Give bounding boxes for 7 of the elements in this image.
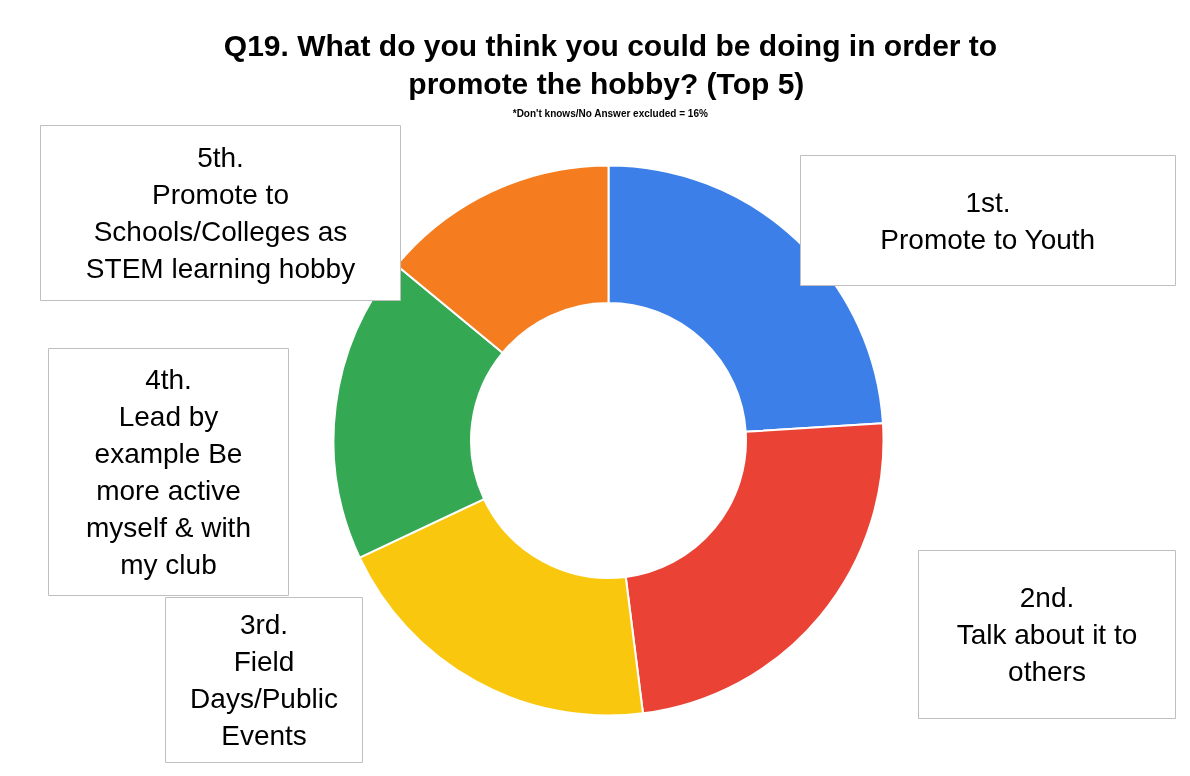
slice-label: 2nd. Talk about it to others (956, 582, 1138, 687)
chart-title: Q19. What do you think you could be doing in order to promote the hobby? (Top 5) (223, 29, 998, 100)
slice-label: 5th. Promote to Schools/Colleges as STEM learning hobby (85, 142, 356, 284)
slice-label: 1st. Promote to Youth (880, 186, 1096, 255)
chart-subtitle: *Don't knows/No Answer excluded = 16% (512, 108, 708, 119)
slice-label: 3rd. Field Days/Public Events (190, 609, 338, 751)
slice-label: 4th. Lead by example Be more active myself & with my club (86, 364, 251, 580)
